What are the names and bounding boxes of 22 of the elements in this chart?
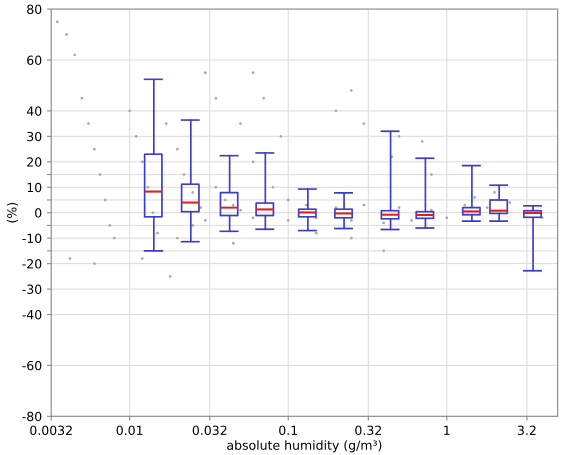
y-tick-label: -80 [22, 412, 42, 422]
x-tick-label: 0.32 [355, 426, 381, 436]
y-tick-label: 60 [27, 55, 42, 65]
y-tick-label: 10 [28, 182, 42, 192]
y-tick-label: -10 [22, 234, 42, 244]
y-tick-label: -30 [22, 284, 42, 294]
x-axis-title: absolute humidity (g/m³) [227, 440, 382, 452]
y-tick-label: -20 [22, 259, 42, 269]
y-tick-label: -60 [22, 360, 42, 370]
x-tick-label: 0.0032 [30, 426, 72, 436]
y-tick-label: 80 [27, 4, 42, 14]
x-tick-label: 0.1 [279, 426, 298, 436]
x-tick-label: 0.032 [192, 426, 226, 436]
x-tick-label: 1 [444, 426, 450, 435]
x-tick-label: 0.01 [116, 426, 142, 436]
x-tick-label: 3.2 [518, 426, 536, 436]
y-tick-label: 40 [26, 106, 42, 116]
y-tick-label: 0 [35, 208, 42, 218]
y-axis-title: (%) [6, 202, 18, 222]
y-tick-label: 20 [27, 157, 42, 167]
y-tick-label: -40 [22, 310, 42, 320]
y-tick-label: 30 [27, 132, 42, 142]
